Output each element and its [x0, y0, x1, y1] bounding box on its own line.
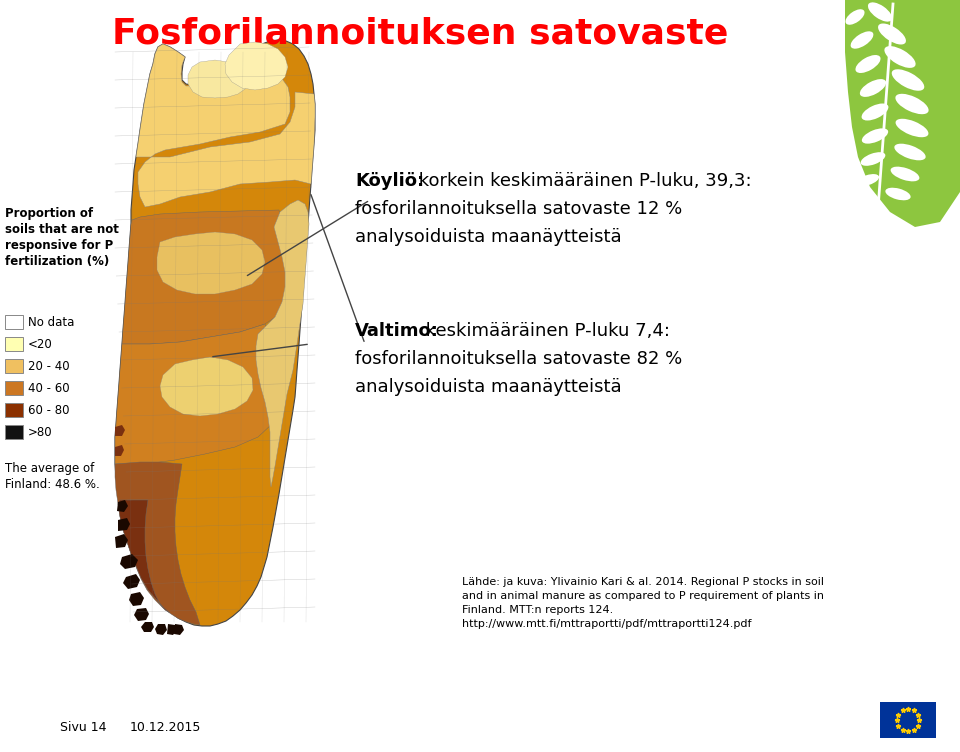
- Text: analysoiduista maanäytteistä: analysoiduista maanäytteistä: [355, 378, 622, 396]
- Ellipse shape: [860, 152, 885, 166]
- Ellipse shape: [885, 188, 911, 200]
- Text: Fosforilannoituksen satovaste: Fosforilannoituksen satovaste: [111, 17, 729, 51]
- Bar: [5, 315, 23, 329]
- Ellipse shape: [868, 2, 892, 22]
- Ellipse shape: [860, 79, 886, 97]
- Text: http://www.mtt.fi/mttraportti/pdf/mttraportti124.pdf: http://www.mtt.fi/mttraportti/pdf/mttrap…: [462, 619, 752, 629]
- Bar: [5, 359, 23, 373]
- Text: 40 - 60: 40 - 60: [28, 381, 70, 395]
- Ellipse shape: [857, 174, 879, 186]
- Bar: [5, 425, 23, 439]
- Text: The average of
Finland: 48.6 %.: The average of Finland: 48.6 %.: [5, 462, 100, 491]
- Text: 10.12.2015: 10.12.2015: [130, 721, 202, 734]
- Polygon shape: [129, 592, 144, 606]
- Polygon shape: [157, 232, 265, 294]
- Polygon shape: [115, 425, 125, 436]
- Text: korkein keskimääräinen P-luku, 39,3:: korkein keskimääräinen P-luku, 39,3:: [413, 172, 752, 190]
- Ellipse shape: [891, 167, 920, 181]
- Polygon shape: [188, 60, 248, 98]
- Polygon shape: [115, 40, 315, 626]
- Bar: [5, 381, 23, 395]
- Text: Finland. MTT:n reports 124.: Finland. MTT:n reports 124.: [462, 605, 613, 615]
- Ellipse shape: [878, 23, 906, 44]
- Bar: [880, 702, 936, 738]
- Bar: [5, 403, 23, 417]
- Text: Lähde: ja kuva: Ylivainio Kari & al. 2014. Regional P stocks in soil: Lähde: ja kuva: Ylivainio Kari & al. 201…: [462, 577, 824, 587]
- Polygon shape: [167, 624, 177, 635]
- Text: Valtimo:: Valtimo:: [355, 322, 439, 340]
- Ellipse shape: [896, 94, 928, 114]
- Text: Köyliö:: Köyliö:: [355, 172, 424, 190]
- Ellipse shape: [892, 69, 924, 91]
- Ellipse shape: [896, 119, 928, 137]
- Polygon shape: [122, 210, 290, 344]
- Polygon shape: [256, 200, 309, 487]
- Polygon shape: [155, 624, 167, 635]
- Ellipse shape: [884, 46, 916, 68]
- Text: analysoiduista maanäytteistä: analysoiduista maanäytteistä: [355, 228, 622, 246]
- Text: fosforilannoituksella satovaste 82 %: fosforilannoituksella satovaste 82 %: [355, 350, 683, 368]
- Polygon shape: [123, 574, 140, 589]
- Polygon shape: [845, 0, 960, 227]
- Text: No data: No data: [28, 316, 74, 329]
- Text: Proportion of
soils that are not
responsive for P
fertilization (%): Proportion of soils that are not respons…: [5, 207, 119, 268]
- Text: and in animal manure as compared to P requirement of plants in: and in animal manure as compared to P re…: [462, 591, 824, 601]
- Polygon shape: [174, 624, 184, 635]
- Polygon shape: [118, 500, 170, 613]
- Polygon shape: [118, 518, 130, 531]
- Polygon shape: [117, 500, 128, 512]
- Ellipse shape: [855, 55, 880, 73]
- Polygon shape: [160, 357, 253, 416]
- Text: Sivu 14: Sivu 14: [60, 721, 107, 734]
- Ellipse shape: [862, 129, 888, 144]
- Ellipse shape: [846, 9, 865, 25]
- Bar: [5, 337, 23, 351]
- Polygon shape: [141, 622, 154, 632]
- Text: 20 - 40: 20 - 40: [28, 359, 70, 372]
- Ellipse shape: [895, 144, 925, 160]
- Text: keskimääräinen P-luku 7,4:: keskimääräinen P-luku 7,4:: [420, 322, 670, 340]
- Polygon shape: [134, 608, 149, 621]
- Polygon shape: [115, 534, 128, 548]
- Ellipse shape: [861, 104, 888, 120]
- Text: fosforilannoituksella satovaste 12 %: fosforilannoituksella satovaste 12 %: [355, 200, 683, 218]
- Text: 60 - 80: 60 - 80: [28, 404, 69, 417]
- Polygon shape: [225, 42, 288, 90]
- Text: <20: <20: [28, 338, 53, 350]
- Polygon shape: [120, 554, 138, 569]
- Polygon shape: [115, 324, 280, 464]
- Ellipse shape: [851, 32, 874, 49]
- Ellipse shape: [852, 194, 872, 204]
- Polygon shape: [115, 445, 124, 456]
- Polygon shape: [115, 462, 200, 625]
- Polygon shape: [136, 44, 315, 207]
- Text: >80: >80: [28, 426, 53, 438]
